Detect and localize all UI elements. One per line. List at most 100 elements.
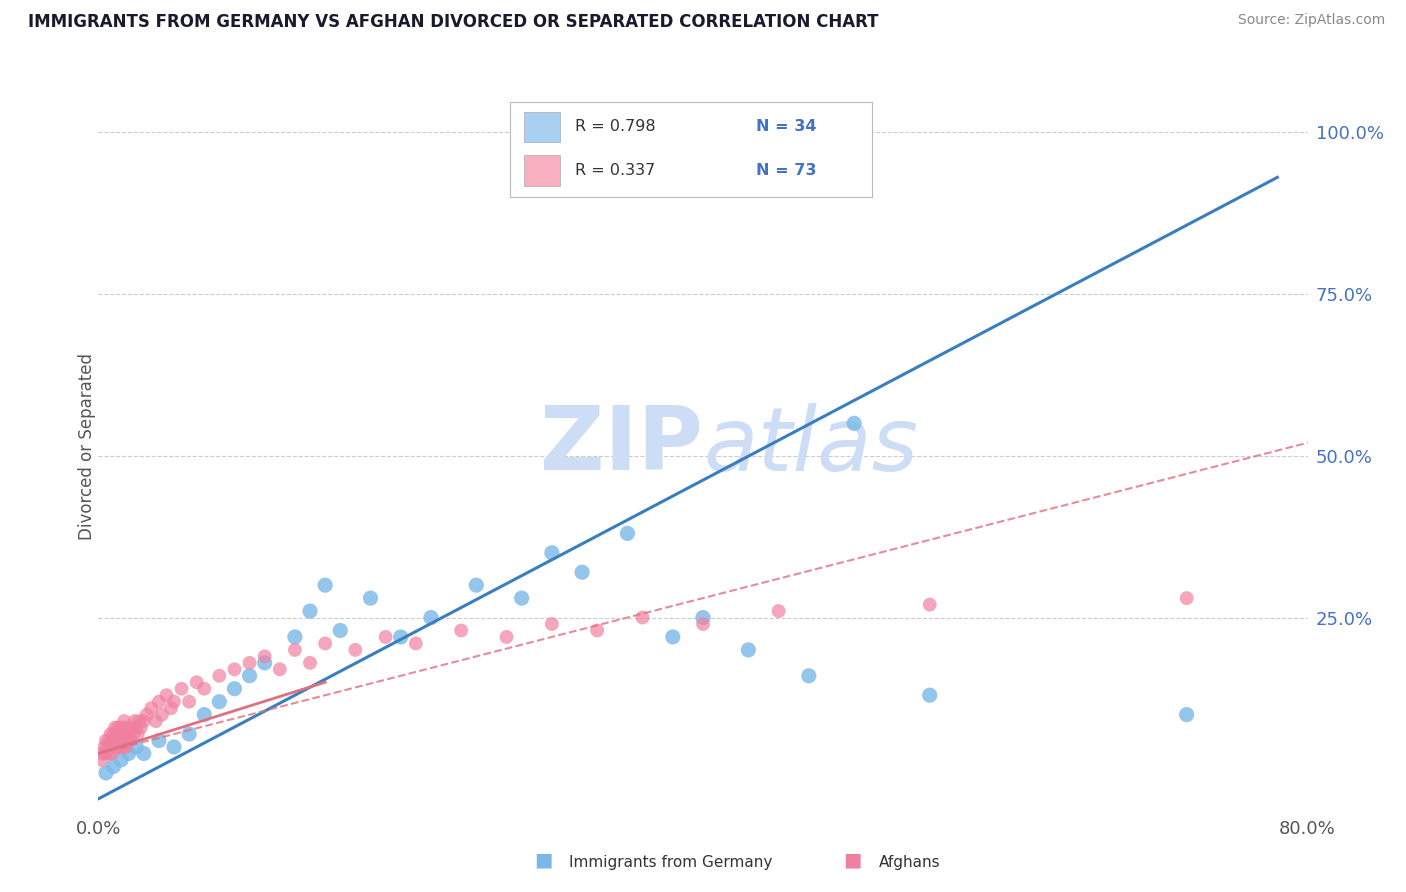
Point [692,610,714,624]
Point [114,721,136,735]
Point [374,630,396,644]
Point [94,747,117,761]
Point [224,681,246,696]
Point [450,624,472,638]
Point [163,739,186,754]
Point [114,739,136,754]
Point [208,669,231,683]
Point [132,714,155,728]
Point [96,739,118,754]
Point [103,727,125,741]
Text: atlas: atlas [703,403,918,489]
Point [125,721,148,735]
Point [918,688,941,702]
Point [571,566,593,580]
FancyBboxPatch shape [524,112,561,142]
Point [253,649,276,664]
Point [797,669,820,683]
Point [121,721,143,735]
Point [93,739,115,754]
Point [103,759,125,773]
Point [145,714,167,728]
Point [510,591,533,606]
Point [90,753,112,767]
Point [692,617,714,632]
Point [299,656,322,670]
Point [111,727,134,741]
Point [141,701,163,715]
Text: Immigrants from Germany: Immigrants from Germany [569,855,773,870]
Point [91,747,114,761]
Point [1175,707,1198,722]
Point [108,727,131,741]
Point [844,417,866,431]
Point [127,727,149,741]
Point [148,733,170,747]
Point [586,624,609,638]
Text: ■: ■ [534,851,553,870]
Point [132,747,155,761]
Point [120,733,142,747]
Point [101,747,124,761]
Point [314,578,336,592]
Text: N = 34: N = 34 [756,120,817,135]
Point [193,681,215,696]
Point [150,707,173,722]
Point [768,604,790,618]
Point [360,591,382,606]
Point [329,624,352,638]
Point [631,610,654,624]
Point [107,733,129,747]
Point [148,695,170,709]
Point [661,630,683,644]
Point [160,701,183,715]
Point [100,739,122,754]
Point [155,688,177,702]
Point [239,669,262,683]
Point [177,727,201,741]
Point [129,721,152,735]
Point [118,727,141,741]
Point [314,636,336,650]
Point [118,747,141,761]
Point [177,695,201,709]
Text: ZIP: ZIP [540,402,703,490]
Point [111,739,134,754]
Point [269,662,291,676]
Point [284,643,307,657]
Point [103,739,125,754]
Point [135,707,157,722]
Point [105,727,128,741]
Point [94,765,117,780]
Point [105,739,128,754]
Text: Afghans: Afghans [879,855,941,870]
Point [128,714,150,728]
Point [193,707,215,722]
Point [616,526,638,541]
Point [186,675,208,690]
Point [208,695,231,709]
Point [918,598,941,612]
Point [104,733,127,747]
Point [112,714,135,728]
Text: IMMIGRANTS FROM GERMANY VS AFGHAN DIVORCED OR SEPARATED CORRELATION CHART: IMMIGRANTS FROM GERMANY VS AFGHAN DIVORC… [28,13,879,31]
Point [737,643,759,657]
Point [112,733,135,747]
Point [239,656,262,670]
Text: N = 73: N = 73 [756,163,817,178]
Point [101,733,124,747]
Point [110,753,132,767]
Point [405,636,427,650]
Text: R = 0.798: R = 0.798 [575,120,655,135]
Point [100,727,122,741]
Point [125,739,148,754]
Point [107,721,129,735]
Point [495,630,517,644]
Text: ■: ■ [844,851,862,870]
Point [540,546,562,560]
FancyBboxPatch shape [524,155,561,186]
Point [284,630,307,644]
Point [108,739,131,754]
Point [389,630,412,644]
Point [124,714,146,728]
